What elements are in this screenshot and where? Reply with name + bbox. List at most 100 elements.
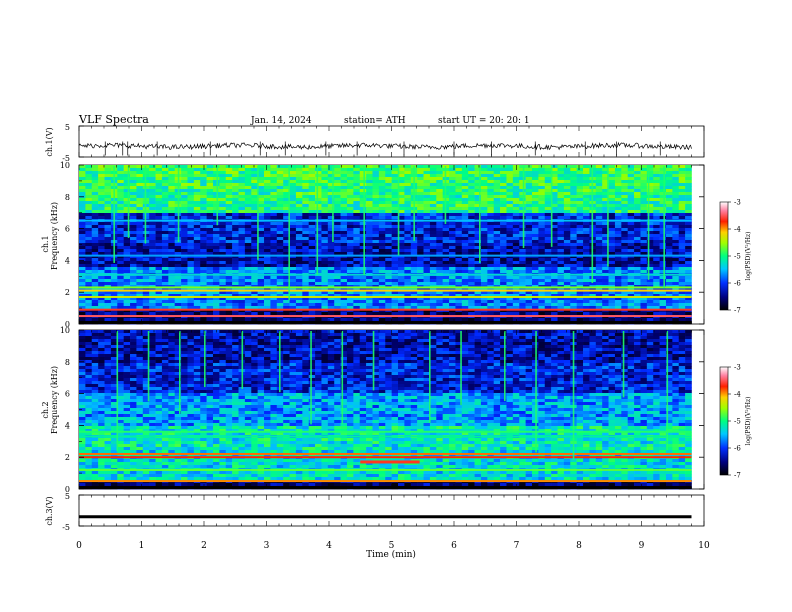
spectrogram-cell xyxy=(193,204,201,208)
spectrogram-cell xyxy=(340,291,348,295)
spectrogram-cell xyxy=(200,264,207,268)
spectrogram-cell xyxy=(672,195,680,199)
spectrogram-cell xyxy=(193,249,201,253)
spectrogram-cell xyxy=(398,213,405,217)
spectrogram-cell xyxy=(442,258,450,262)
spectrogram-cell xyxy=(334,267,341,271)
spectrogram-cell xyxy=(346,297,354,301)
spectrogram-cell xyxy=(595,306,603,310)
spectrogram-cell xyxy=(200,234,207,238)
spectrogram-cell xyxy=(634,192,641,196)
spectrogram-cell xyxy=(257,258,265,262)
spectrogram-cell xyxy=(506,204,514,208)
spectrogram-cell xyxy=(308,237,316,241)
spectrogram-cell xyxy=(327,267,335,271)
spectrogram-cell xyxy=(525,204,533,208)
spectrogram-cell xyxy=(512,264,520,268)
spectrogram-cell xyxy=(595,303,603,307)
spectrogram-cell xyxy=(136,165,144,169)
spectrogram-cell xyxy=(551,231,558,235)
spectrogram-cell xyxy=(627,213,635,217)
spectrogram-cell xyxy=(506,222,514,226)
spectrogram-cell xyxy=(130,306,137,310)
spectrogram-cell xyxy=(474,279,482,283)
spectrogram-cell xyxy=(614,186,622,190)
spectrogram-cell xyxy=(257,165,265,169)
spectrogram-cell xyxy=(531,201,539,205)
spectrogram-cell xyxy=(85,180,93,184)
spectrogram-cell xyxy=(244,279,252,283)
spectrogram-cell xyxy=(602,252,609,256)
spectrogram-cell xyxy=(315,300,322,304)
spectrogram-cell xyxy=(614,228,622,232)
spectrogram-cell xyxy=(627,198,635,202)
spectrogram-cell xyxy=(468,297,475,301)
spectrogram-cell xyxy=(429,234,437,238)
spectrogram-cell xyxy=(455,171,463,175)
spectrogram-cell xyxy=(251,234,258,238)
spectrogram-cell xyxy=(640,222,648,226)
spectrogram-cell xyxy=(257,174,265,178)
spectrogram-cell xyxy=(442,252,450,256)
spectrogram-cell xyxy=(181,165,188,169)
spectrogram-cell xyxy=(289,312,297,316)
spectrogram-cell xyxy=(91,306,99,310)
spectrogram-cell xyxy=(346,318,354,322)
spectrogram-cell xyxy=(206,237,214,241)
spectrogram-cell xyxy=(200,195,207,199)
spectrogram-cell xyxy=(378,258,386,262)
spectrogram-cell xyxy=(614,231,622,235)
spectrogram-cell xyxy=(232,303,239,307)
spectrogram-cell xyxy=(685,216,692,220)
spectrogram-cell xyxy=(678,180,686,184)
spectrogram-cell xyxy=(161,267,169,271)
spectrogram-cell xyxy=(315,312,322,316)
spectrogram-cell xyxy=(678,237,686,241)
spectrogram-cell xyxy=(212,240,220,244)
spectrogram-cell xyxy=(85,318,93,322)
spectrogram-cell xyxy=(500,249,507,253)
spectrogram-cell xyxy=(302,213,309,217)
spectrogram-cell xyxy=(149,213,156,217)
spectrogram-cell xyxy=(538,240,546,244)
spectrogram-cell xyxy=(212,234,220,238)
spectrogram-cell xyxy=(193,195,201,199)
spectrogram-cell xyxy=(429,312,437,316)
spectrogram-cell xyxy=(436,168,443,172)
spectrogram-cell xyxy=(404,201,412,205)
spectrogram-cell xyxy=(557,264,565,268)
spectrogram-cell xyxy=(334,177,341,181)
spectrogram-cell xyxy=(161,258,169,262)
spectrogram-cell xyxy=(659,240,667,244)
spectrogram-cell xyxy=(665,174,673,178)
spectrogram-cell xyxy=(659,231,667,235)
spectrogram-cell xyxy=(98,180,105,184)
spectrogram-cell xyxy=(563,174,571,178)
spectrogram-cell xyxy=(557,300,565,304)
spectrogram-cell xyxy=(251,180,258,184)
spectrogram-cell xyxy=(570,216,577,220)
spectrogram-cell xyxy=(168,264,175,268)
spectrogram-cell xyxy=(602,231,609,235)
spectrogram-cell xyxy=(423,180,431,184)
spectrogram-cell xyxy=(340,279,348,283)
spectrogram-cell xyxy=(353,318,361,322)
spectrogram-cell xyxy=(238,183,246,187)
spectrogram-cell xyxy=(410,303,418,307)
spectrogram-cell xyxy=(436,276,443,280)
spectrogram-cell xyxy=(404,177,412,181)
spectrogram-cell xyxy=(372,201,380,205)
spectrogram-cell xyxy=(321,294,329,298)
spectrogram-cell xyxy=(404,303,412,307)
spectrogram-cell xyxy=(519,189,526,193)
spectrogram-cell xyxy=(346,165,354,169)
spectrogram-cell xyxy=(602,294,609,298)
spectrogram-cell xyxy=(276,228,284,232)
spectrogram-cell xyxy=(251,303,258,307)
spectrogram-cell xyxy=(455,168,463,172)
spectrogram-cell xyxy=(519,204,526,208)
spectrogram-cell xyxy=(659,294,667,298)
spectrogram-cell xyxy=(398,240,405,244)
spectrogram-cell xyxy=(104,216,112,220)
spectrogram-cell xyxy=(359,270,367,274)
